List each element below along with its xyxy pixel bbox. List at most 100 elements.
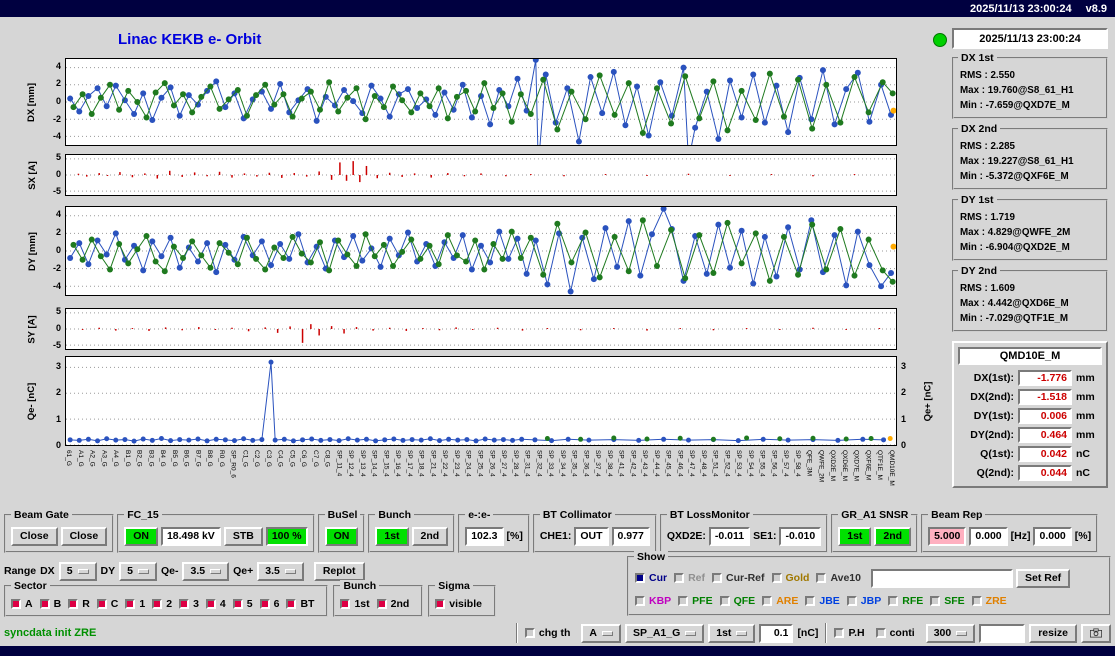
bunch-1st-button[interactable]: 1st [375,526,409,546]
checkbox-indicator [125,598,136,609]
checkbox-indicator [719,596,730,606]
stat-line: Min : -7.659@QXD7E_M [960,100,1070,111]
station-label: SP_51_4 [711,450,719,477]
station-label: B1_G [123,450,131,467]
beam-rep-set-display: 5.000 [928,526,967,546]
checkbox-2[interactable]: 2 [152,598,172,610]
bt-collimator-group: BT Collimator CHE1: OUT 0.977 [532,509,657,553]
checkbox-indicator [435,598,446,609]
group-title: Bunch [375,509,415,521]
range-qe-plus-select[interactable]: 3.5 [257,561,304,581]
optionmenu-indicator [601,630,613,636]
dx-orbit-plot[interactable] [65,58,897,146]
checkbox-jbe[interactable]: JBE [805,595,840,607]
gr-a1-2nd-button[interactable]: 2nd [874,526,912,546]
sx-steering-plot[interactable] [65,154,897,196]
checkbox-1[interactable]: 1 [125,598,145,610]
gr-a1-1st-button[interactable]: 1st [838,526,872,546]
bpm-row-label: Q(2nd): [976,467,1014,479]
beam-gate-close-button-1[interactable]: Close [11,526,58,546]
station-label: SP_21_4 [429,450,437,477]
checkbox-are[interactable]: ARE [762,595,798,607]
checkbox-zre[interactable]: ZRE [971,595,1007,607]
busel-on-button[interactable]: ON [324,526,359,546]
y-axis-title: Qe- [nC] [26,382,38,420]
checkbox-5[interactable]: 5 [232,598,253,610]
checkbox-b[interactable]: B [39,598,61,610]
bpm-row-unit: mm [1076,372,1095,384]
range-qe-minus-select[interactable]: 3.5 [182,561,230,581]
replot-button[interactable]: Replot [313,561,365,581]
sy-steering-plot[interactable] [65,308,897,350]
checkbox-2nd[interactable]: 2nd [376,597,410,610]
checkbox-cur[interactable]: Cur [635,572,667,584]
stat-line: Min : -5.372@QXF6E_M [960,171,1069,182]
ref-name-input[interactable] [871,568,1013,588]
station-label: SP_38_4 [605,450,613,477]
checkbox-conti[interactable]: conti [875,627,915,639]
y-axis-ticks: -4 -2 0 2 4 [39,206,63,296]
station-label: SP_37_4 [594,450,602,477]
set-ref-button[interactable]: Set Ref [1016,568,1071,588]
sector-select[interactable]: A [581,623,621,643]
checkbox-pfe[interactable]: PFE [678,595,713,607]
station-label: SP_17_4 [405,450,413,477]
tick-label: 4 [55,60,61,71]
tick-label: 3 [901,360,907,371]
checkbox-jbp[interactable]: JBP [846,595,881,607]
titlebar-version: v8.9 [1085,2,1107,15]
checkbox-r[interactable]: R [68,598,90,610]
checkbox-label: RFE [902,595,924,607]
checkbox-label: 1st [354,597,370,610]
checkbox-6[interactable]: 6 [259,598,279,610]
checkbox-visible[interactable]: visible [435,598,482,610]
y-axis-ticks: 0 1 2 3 [39,356,63,450]
checkbox-a[interactable]: A [11,598,33,610]
checkbox-kbp[interactable]: KBP [635,595,671,607]
tick-label: 2 [55,387,61,398]
checkbox-label: 2nd [390,597,410,610]
extra-input[interactable] [979,623,1026,643]
stat-box-dy-2nd: DY 2nd RMS : 1.609 Max : 4.442@QXD6E_M M… [952,265,1108,332]
station-label: SP_12_4 [347,450,355,477]
bunch-order-select[interactable]: 1st [708,623,756,643]
checkbox-cur-ref[interactable]: Cur-Ref [712,572,765,584]
bunch-select-group: Bunch 1st 2nd [333,580,424,617]
stat-line: RMS : 1.719 [960,212,1015,223]
bpm-row-value: 0.044 [1018,465,1072,481]
interval-select[interactable]: 300 [925,623,976,643]
checkbox-qfe[interactable]: QFE [719,595,755,607]
checkbox-4[interactable]: 4 [205,598,226,610]
fc15-stb-button[interactable]: STB [223,526,263,546]
checkbox-bt[interactable]: BT [286,598,314,610]
gr-a1-snsr-group: GR_A1 SNSR 1st 2nd [831,509,919,553]
station-label: QXF6E_M [864,450,872,481]
stat-box-dx-2nd: DX 2nd RMS : 2.285 Max : 19.227@S8_61_H1… [952,123,1108,190]
checkbox-gold[interactable]: Gold [771,572,809,584]
checkbox-sfe[interactable]: SFE [930,595,965,607]
checkbox-rfe[interactable]: RFE [888,595,923,607]
screenshot-camera-button[interactable] [1081,623,1111,643]
fc15-kv-display: 18.498 kV [160,526,221,546]
checkbox-ph[interactable]: P.H [834,627,865,639]
threshold-input[interactable] [759,623,794,643]
checkbox-chg-th[interactable]: chg th [524,627,570,639]
beam-gate-close-button-2[interactable]: Close [60,526,108,546]
dy-orbit-plot[interactable] [65,206,897,296]
station-label: QXD7E_M [852,450,860,482]
checkbox-3[interactable]: 3 [179,598,199,610]
bunch-2nd-button[interactable]: 2nd [411,526,449,546]
range-dx-select[interactable]: 5 [58,561,97,581]
checkbox-ave10[interactable]: Ave10 [816,572,861,584]
station-select[interactable]: SP_A1_G [624,623,705,643]
checkbox-1st[interactable]: 1st [340,597,370,610]
checkbox-c[interactable]: C [96,598,118,610]
fc15-on-button[interactable]: ON [124,526,158,546]
charge-plot[interactable] [65,356,897,446]
checkbox-ref[interactable]: Ref [674,572,705,584]
station-label: SP_56_4 [770,450,778,477]
beam-rep-actual-display: 0.000 [969,526,1008,546]
resize-button[interactable]: resize [1029,623,1077,643]
y-axis-title: SX [A] [26,160,38,190]
range-dy-select[interactable]: 5 [119,561,157,581]
